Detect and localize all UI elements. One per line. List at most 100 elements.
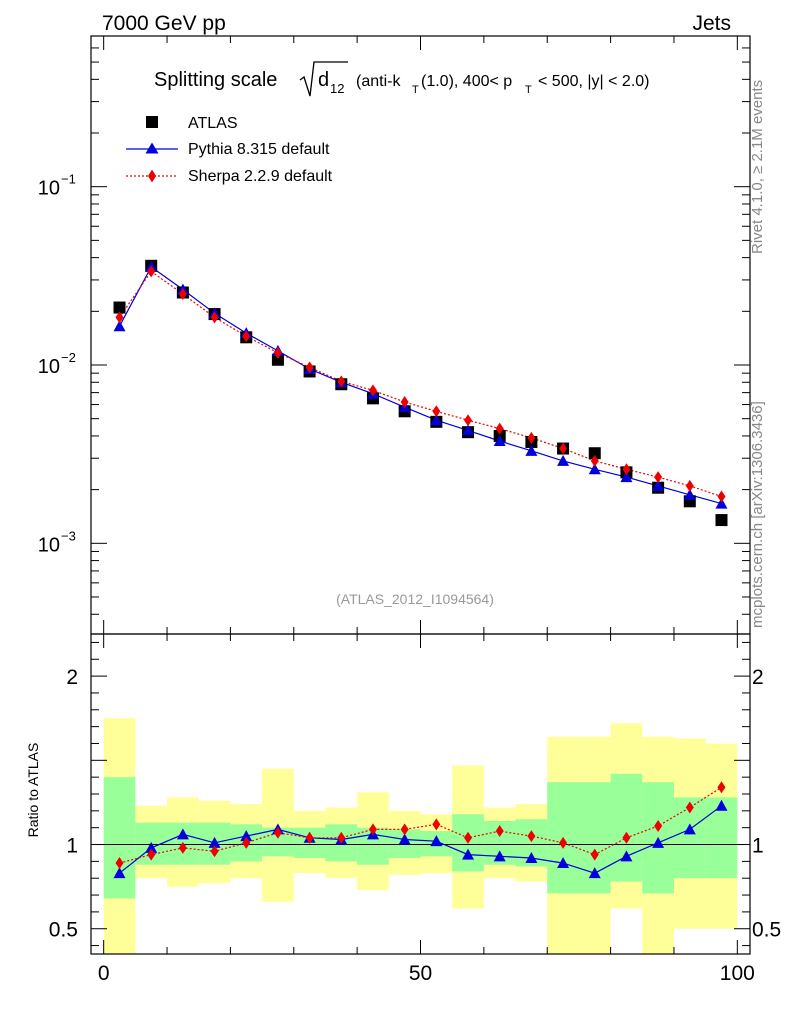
sherpa-ratio-point bbox=[527, 830, 536, 843]
sqrt-symbol bbox=[299, 61, 348, 97]
pythia-ratio-point bbox=[493, 850, 506, 862]
sherpa-ratio-point bbox=[368, 823, 377, 836]
pythia-main-point bbox=[525, 444, 538, 456]
main-y-tick-label-exp: −1 bbox=[61, 172, 76, 187]
sherpa-ratio-point bbox=[305, 831, 314, 844]
title-part1: (anti-k bbox=[356, 73, 401, 90]
main-y-tick-label-exp: −2 bbox=[61, 350, 76, 365]
title-sub-t1: T bbox=[412, 84, 419, 96]
ratio-band-inner-bin bbox=[705, 797, 738, 879]
sherpa-ratio-point bbox=[559, 836, 568, 849]
pythia-ratio-point bbox=[145, 841, 158, 853]
pythia-main-point bbox=[652, 479, 665, 491]
legend: ATLAS Pythia 8.315 default Sherpa 2.2.9 … bbox=[126, 115, 333, 185]
sherpa-main-point bbox=[654, 471, 663, 484]
sherpa-ratio-point bbox=[432, 818, 441, 831]
sherpa-ratio-point bbox=[115, 857, 124, 870]
pythia-ratio-line bbox=[119, 805, 722, 874]
main-y-tick-label-base: 10 bbox=[38, 534, 60, 556]
pythia-ratio-point bbox=[462, 848, 475, 860]
pythia-ratio-point bbox=[557, 857, 570, 869]
pythia-ratio-point bbox=[652, 836, 665, 848]
pythia-ratio-point bbox=[113, 867, 126, 879]
pythia-main-point bbox=[493, 434, 506, 446]
pythia-ratio-point bbox=[620, 850, 633, 862]
ratio-plot-area bbox=[91, 781, 750, 879]
sherpa-ratio-point bbox=[273, 826, 282, 839]
legend-pythia-marker bbox=[145, 142, 159, 154]
atlas-data-point bbox=[588, 447, 601, 460]
legend-atlas-marker bbox=[146, 116, 158, 128]
pythia-ratio-point bbox=[176, 828, 189, 840]
pythia-main-point bbox=[113, 320, 126, 332]
sherpa-ratio-point bbox=[654, 820, 663, 832]
sherpa-ratio-point bbox=[210, 845, 219, 858]
x-tick-label: 50 bbox=[409, 962, 432, 985]
title-prefix: Splitting scale bbox=[154, 69, 277, 91]
pythia-ratio-point bbox=[715, 799, 728, 811]
pythia-ratio-point bbox=[240, 830, 253, 842]
sherpa-ratio-point bbox=[242, 836, 251, 849]
sherpa-main-point bbox=[559, 442, 568, 455]
sherpa-main-point bbox=[273, 346, 282, 359]
title-sqrt-sub: 12 bbox=[330, 81, 344, 96]
rivet-version-text: Rivet 4.1.0, ≥ 2.1M events bbox=[749, 80, 766, 254]
ratio-bands bbox=[103, 718, 738, 954]
header-right: Jets bbox=[692, 12, 731, 35]
sherpa-main-point bbox=[717, 490, 726, 503]
sherpa-ratio-point bbox=[717, 781, 726, 794]
sherpa-main-point bbox=[115, 311, 124, 324]
ratio-y-tick-label-left: 2 bbox=[66, 666, 78, 689]
ratio-band-inner-bin bbox=[610, 773, 643, 882]
sherpa-ratio-point bbox=[147, 848, 156, 861]
title-part2: (1.0), 400< p bbox=[421, 73, 512, 90]
pythia-ratio-point bbox=[588, 867, 601, 879]
sherpa-main-point bbox=[495, 422, 504, 435]
pythia-ratio-point bbox=[683, 823, 696, 835]
sherpa-ratio-point bbox=[178, 841, 187, 854]
sherpa-ratio-point bbox=[400, 823, 409, 836]
sherpa-main-point bbox=[368, 384, 377, 397]
main-plot-area bbox=[113, 259, 728, 527]
ratio-y-tick-label-left: 0.5 bbox=[49, 919, 78, 942]
sherpa-main-point bbox=[590, 454, 599, 467]
atlas-data-point bbox=[113, 301, 126, 314]
sherpa-main-point bbox=[527, 431, 536, 444]
sherpa-main-point bbox=[337, 375, 346, 388]
header-left: 7000 GeV pp bbox=[102, 12, 226, 35]
sherpa-main-point bbox=[432, 405, 441, 418]
sherpa-ratio-point bbox=[622, 831, 631, 844]
x-tick-label: 100 bbox=[720, 962, 755, 985]
sherpa-main-line bbox=[119, 270, 722, 498]
pythia-main-point bbox=[430, 414, 443, 426]
legend-pythia-label: Pythia 8.315 default bbox=[188, 141, 330, 158]
pythia-ratio-point bbox=[430, 835, 443, 847]
sherpa-ratio-point bbox=[685, 801, 694, 814]
analysis-watermark: (ATLAS_2012_I1094564) bbox=[336, 591, 494, 607]
ratio-y-tick-label-right: 2 bbox=[752, 666, 764, 689]
sherpa-ratio-point bbox=[337, 831, 346, 844]
sherpa-main-point bbox=[622, 463, 631, 476]
pythia-main-point bbox=[715, 497, 728, 509]
sherpa-main-point bbox=[178, 288, 187, 301]
main-y-tick-label-exp: −3 bbox=[61, 528, 76, 543]
ratio-band-inner-bin bbox=[103, 777, 136, 899]
sherpa-main-point bbox=[305, 361, 314, 374]
ratio-ylabel: Ratio to ATLAS bbox=[25, 743, 41, 838]
ratio-y-tick-label-right: 1 bbox=[752, 835, 764, 858]
title-sqrt-arg: d bbox=[318, 69, 329, 91]
plot-title: Splitting scale d 12 (anti-k T (1.0), 40… bbox=[154, 61, 650, 97]
sherpa-main-point bbox=[242, 330, 251, 343]
ratio-y-tick-label-left: 1 bbox=[66, 835, 78, 858]
title-sub-t2: T bbox=[525, 84, 532, 96]
sherpa-main-point bbox=[400, 396, 409, 409]
pythia-main-point bbox=[462, 424, 475, 436]
main-y-tick-label-base: 10 bbox=[38, 178, 60, 200]
x-tick-label: 0 bbox=[98, 962, 110, 985]
sherpa-ratio-point bbox=[590, 848, 599, 861]
sherpa-main-point bbox=[464, 414, 473, 427]
ratio-y-tick-label-right: 0.5 bbox=[752, 919, 781, 942]
atlas-data-point bbox=[271, 353, 284, 366]
pythia-main-point bbox=[588, 463, 601, 475]
